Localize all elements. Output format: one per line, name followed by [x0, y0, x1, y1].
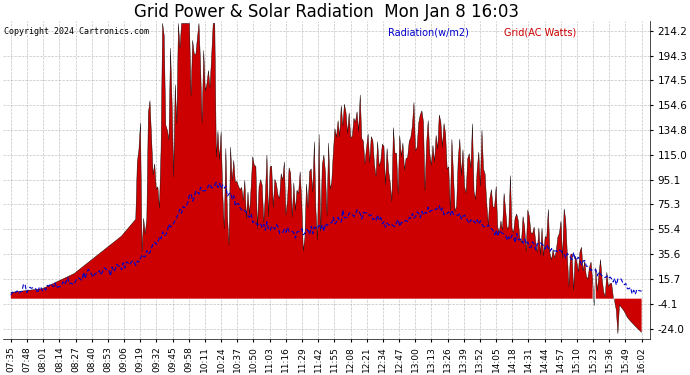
Title: Grid Power & Solar Radiation  Mon Jan 8 16:03: Grid Power & Solar Radiation Mon Jan 8 1…: [134, 3, 519, 21]
Text: Radiation(w/m2): Radiation(w/m2): [388, 27, 469, 37]
Text: Copyright 2024 Cartronics.com: Copyright 2024 Cartronics.com: [4, 27, 149, 36]
Text: Grid(AC Watts): Grid(AC Watts): [504, 27, 576, 37]
